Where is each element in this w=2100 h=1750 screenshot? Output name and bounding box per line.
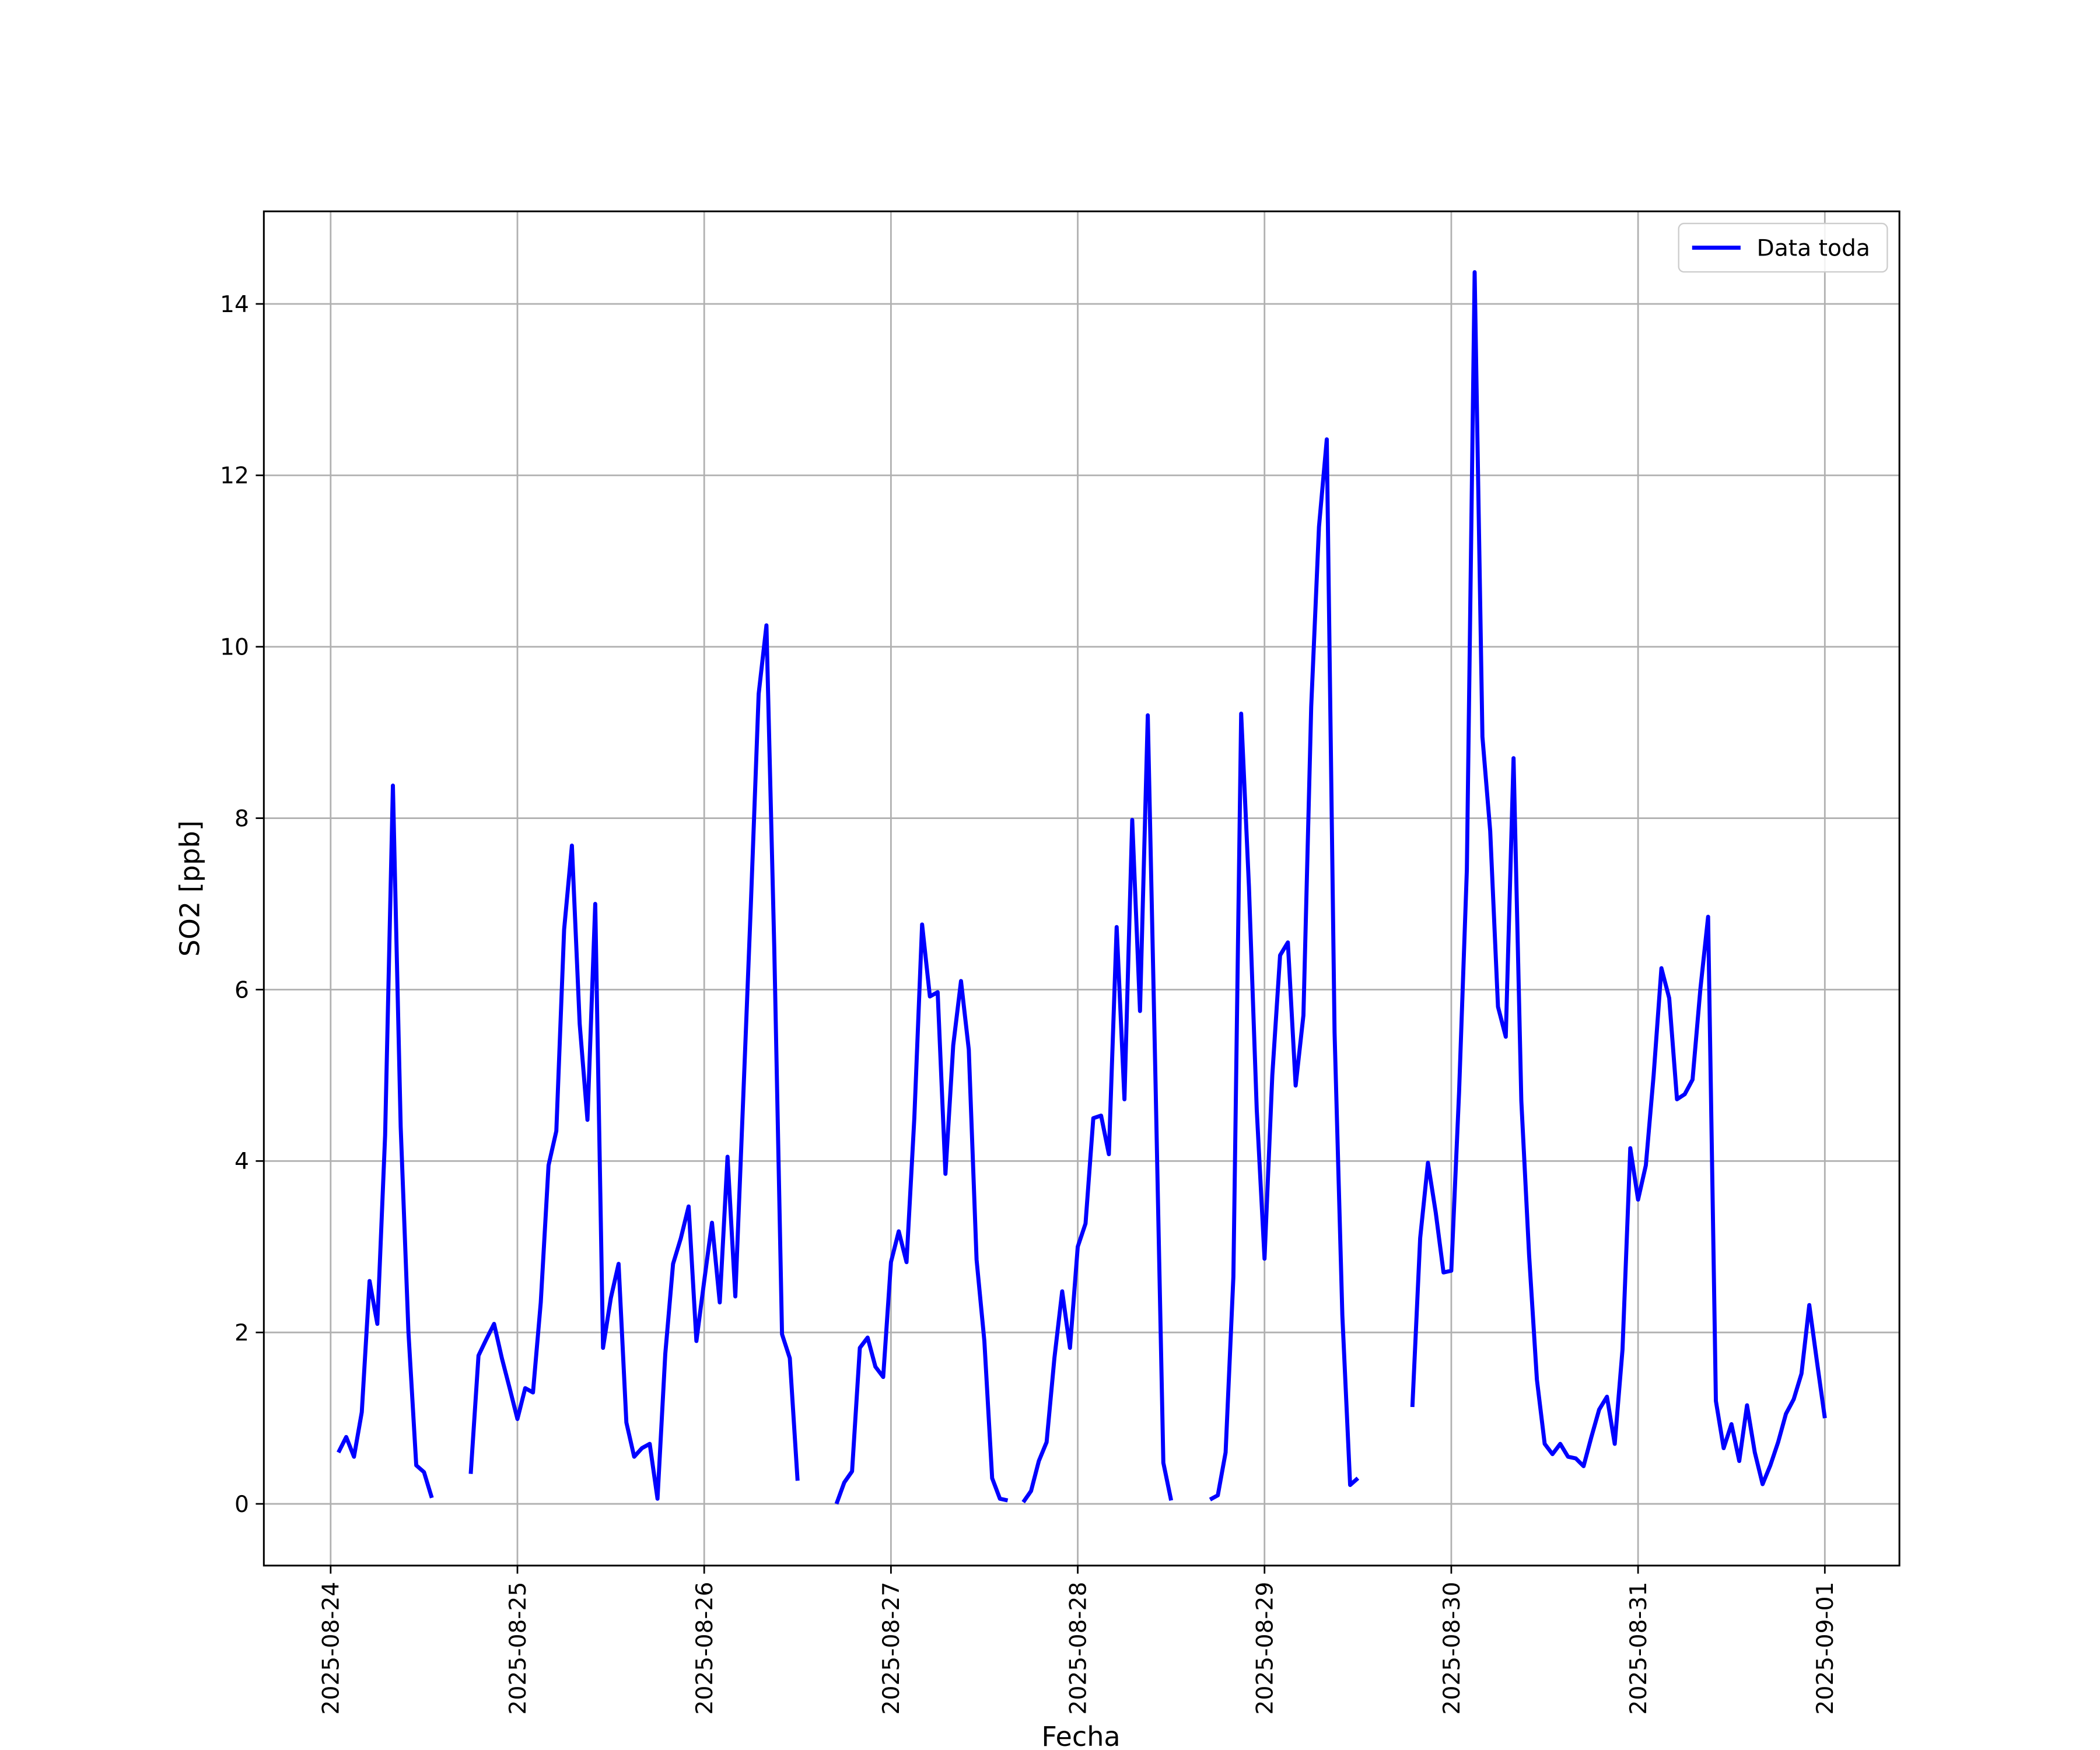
y-axis-label: SO2 [ppb] bbox=[174, 820, 206, 957]
x-tick-label: 2025-09-01 bbox=[1812, 1582, 1839, 1715]
y-tick-label: 6 bbox=[235, 977, 249, 1003]
x-tick-label: 2025-08-28 bbox=[1065, 1582, 1091, 1715]
x-tick-label: 2025-08-30 bbox=[1439, 1582, 1465, 1715]
y-tick-label: 10 bbox=[220, 635, 249, 661]
y-tick-label: 0 bbox=[235, 1492, 249, 1518]
x-tick-label: 2025-08-25 bbox=[505, 1582, 531, 1715]
data-line bbox=[337, 270, 1827, 1505]
x-tick-label: 2025-08-26 bbox=[692, 1582, 718, 1715]
y-tick-label: 8 bbox=[235, 806, 249, 832]
plot-layer bbox=[337, 270, 1827, 1505]
tick-layer: 0 2 4 6 8 10 12 14 2025-08-24 2025-08-25 2025-08-2… bbox=[220, 222, 1888, 1715]
x-tick-label: 2025-08-29 bbox=[1252, 1582, 1279, 1715]
legend: Data toda bbox=[1678, 222, 1888, 273]
y-tick-label: 14 bbox=[220, 292, 249, 318]
x-axis-label: Fecha bbox=[1041, 1721, 1120, 1750]
legend-label: Data toda bbox=[1757, 235, 1870, 261]
x-tick-label: 2025-08-24 bbox=[318, 1582, 345, 1715]
axes-frame bbox=[262, 210, 1901, 1567]
x-tick-label: 2025-08-31 bbox=[1626, 1582, 1652, 1715]
x-tick-label: 2025-08-27 bbox=[878, 1582, 905, 1715]
y-tick-label: 4 bbox=[235, 1149, 249, 1175]
y-tick-label: 12 bbox=[220, 463, 249, 489]
grid-layer bbox=[264, 211, 1900, 1566]
legend-box bbox=[1678, 222, 1888, 273]
y-tick-label: 2 bbox=[235, 1320, 249, 1346]
